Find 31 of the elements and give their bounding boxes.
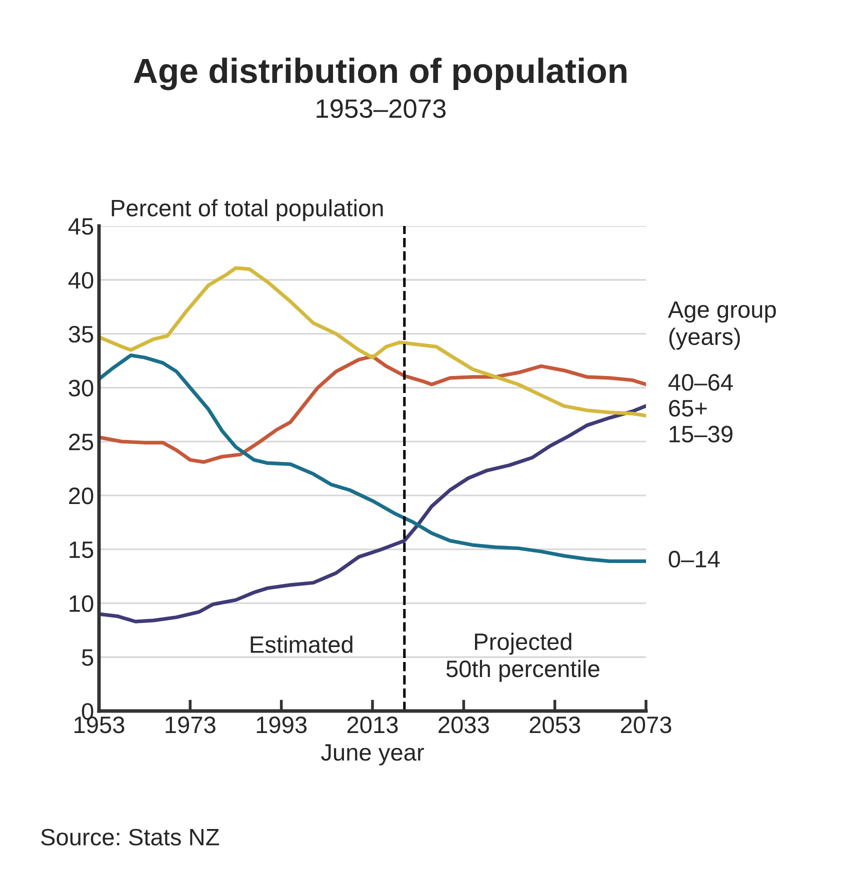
annotation: Projected 50th percentile [446, 632, 600, 682]
y-tick-label: 25 [69, 434, 94, 450]
x-tick-label: 1993 [256, 716, 307, 734]
y-tick-label: 10 [70, 595, 94, 612]
series-label: 65+ [669, 400, 707, 417]
y-tick-label: 15 [70, 542, 94, 558]
y-axis-title: Percent of total population [112, 199, 383, 222]
source-note: Source: Stats NZ [41, 828, 220, 846]
chart-title: Age distribution of population [134, 58, 626, 90]
x-tick-label: 1973 [166, 716, 216, 734]
x-tick-label: 2053 [530, 716, 580, 734]
line-series [99, 266, 646, 418]
y-tick-label: 40 [68, 272, 94, 289]
line-series [99, 404, 646, 624]
chart-subtitle: 1953–2073 [316, 99, 446, 118]
y-tick-label: 45 [68, 218, 94, 235]
y-tick-label: 5 [82, 649, 94, 666]
line-series [99, 354, 646, 563]
series-label: 0–14 [668, 550, 720, 568]
series-label: 15–39 [670, 426, 732, 443]
y-tick-label: 35 [68, 326, 94, 343]
series-label: 40–64 [668, 374, 733, 391]
x-axis-title: June year [321, 744, 424, 766]
legend-title: Age group (years) [668, 301, 776, 350]
x-tick-label: 2013 [347, 716, 398, 734]
line-series [99, 354, 646, 464]
x-tick-label: 2033 [438, 716, 489, 734]
annotation: Estimated [250, 636, 352, 653]
x-tick-label: 2073 [620, 716, 672, 734]
y-tick-label: 20 [69, 488, 94, 504]
y-tick-label: 30 [68, 380, 94, 396]
